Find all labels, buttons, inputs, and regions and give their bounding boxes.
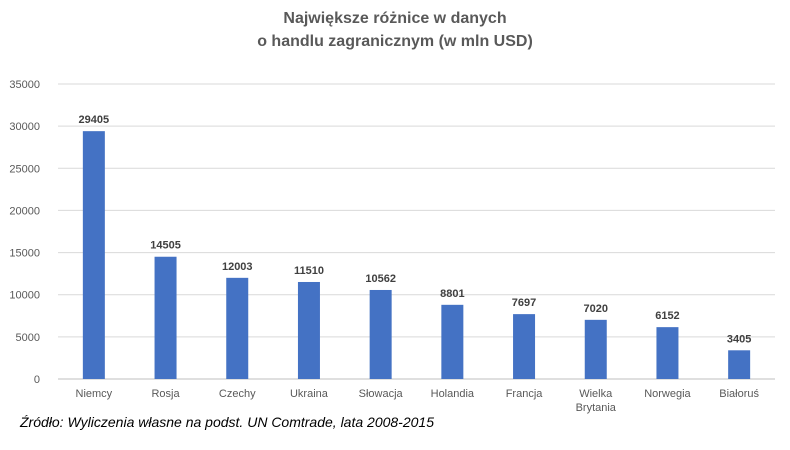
x-tick-label: Ukraina <box>290 388 329 400</box>
data-label: 10562 <box>365 273 396 285</box>
x-tick-label: Białoruś <box>719 388 759 400</box>
bar <box>154 256 177 379</box>
source-note: Źródło: Wyliczenia własne na podst. UN C… <box>20 414 434 430</box>
x-tick-label: Czechy <box>219 388 256 400</box>
data-label: 14505 <box>150 240 181 252</box>
y-tick-label: 0 <box>34 374 40 386</box>
x-tick-label: Francja <box>506 388 544 400</box>
bar <box>369 289 392 379</box>
data-label: 11510 <box>294 265 324 277</box>
y-tick-label: 30000 <box>9 121 40 133</box>
y-tick-label: 15000 <box>9 248 40 260</box>
chart-title-line-1: Największe różnice w danych <box>283 10 507 27</box>
x-tick-label: Rosja <box>151 388 180 400</box>
bar <box>584 319 607 379</box>
data-label: 12003 <box>222 261 253 273</box>
y-tick-label: 10000 <box>9 290 40 302</box>
chart-title-line-2: o handlu zagranicznym (w mln USD) <box>257 33 533 50</box>
x-tick-label: Brytania <box>576 402 617 414</box>
y-tick-label: 20000 <box>9 205 40 217</box>
bar <box>226 277 249 379</box>
y-tick-label: 35000 <box>9 79 40 91</box>
data-label: 8801 <box>440 288 464 300</box>
data-label: 7020 <box>584 303 608 315</box>
data-label: 7697 <box>512 297 536 309</box>
bar <box>297 281 320 379</box>
bar <box>441 304 464 379</box>
data-label: 29405 <box>79 114 110 126</box>
x-tick-label: Norwegia <box>644 388 691 400</box>
x-tick-label: Słowacja <box>359 388 404 400</box>
y-tick-label: 25000 <box>9 163 40 175</box>
bar <box>82 131 105 379</box>
bar <box>513 314 536 379</box>
bar <box>728 350 751 379</box>
bar <box>656 327 679 379</box>
y-tick-label: 5000 <box>16 332 40 344</box>
x-tick-label: Holandia <box>431 388 475 400</box>
x-tick-label: Niemcy <box>76 388 113 400</box>
x-tick-label: Wielka <box>579 388 613 400</box>
data-label: 6152 <box>655 310 679 322</box>
data-label: 3405 <box>727 333 751 345</box>
